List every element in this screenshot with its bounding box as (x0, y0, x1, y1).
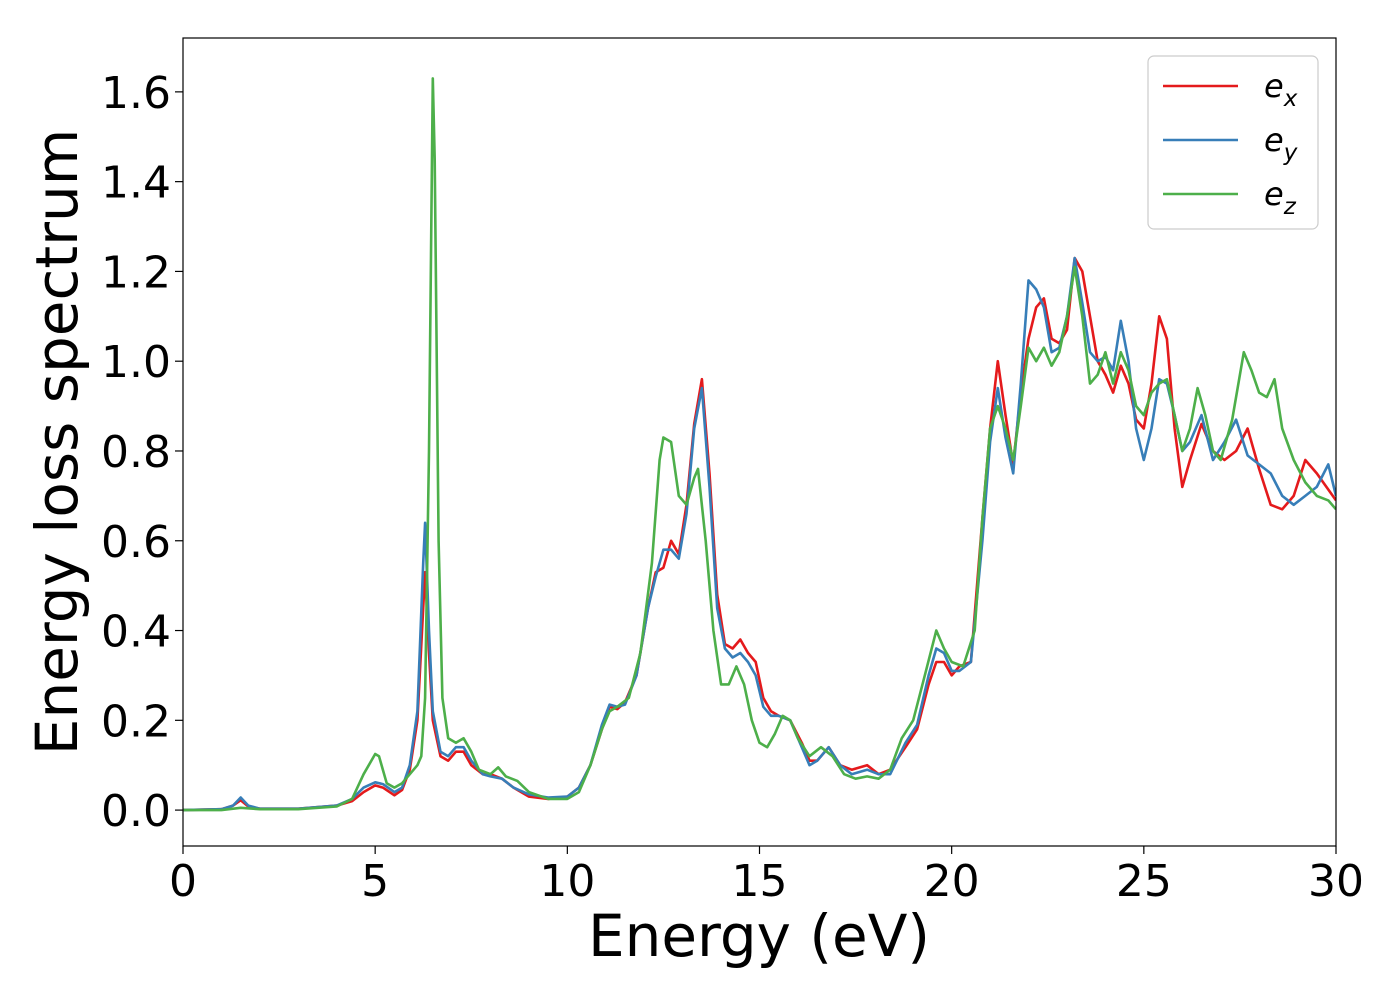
series-layer (183, 77, 1336, 812)
y-tick-label: 0.2 (101, 696, 171, 747)
y-tick-label: 0.8 (101, 427, 171, 478)
y-axis-ticks: 0.0 0.2 0.4 0.6 0.8 1.0 1.2 1.4 1.6 (101, 68, 183, 837)
y-tick-label: 0.0 (101, 786, 171, 837)
plot-area (183, 38, 1336, 846)
y-tick-label: 0.4 (101, 607, 171, 658)
x-tick-label: 15 (732, 856, 788, 907)
x-axis-ticks: 0 5 10 15 20 25 30 (169, 846, 1364, 907)
x-tick-label: 30 (1308, 856, 1364, 907)
legend-box (1147, 55, 1319, 230)
x-tick-label: 20 (924, 856, 980, 907)
x-tick-label: 25 (1116, 856, 1172, 907)
y-tick-label: 0.6 (101, 517, 171, 568)
y-tick-label: 1.4 (101, 158, 171, 209)
legend-label-y: ey (1264, 121, 1298, 166)
y-tick-label: 1.0 (101, 337, 171, 388)
y-tick-label: 1.2 (101, 247, 171, 298)
x-tick-label: 10 (539, 856, 595, 907)
x-axis-title: Energy (eV) (588, 902, 930, 970)
y-axis-title: Energy loss spectrum (23, 129, 91, 755)
y-tick-label: 1.6 (101, 68, 171, 119)
series-line-z (183, 77, 1336, 812)
x-tick-label: 0 (169, 856, 197, 907)
x-tick-label: 5 (361, 856, 389, 907)
